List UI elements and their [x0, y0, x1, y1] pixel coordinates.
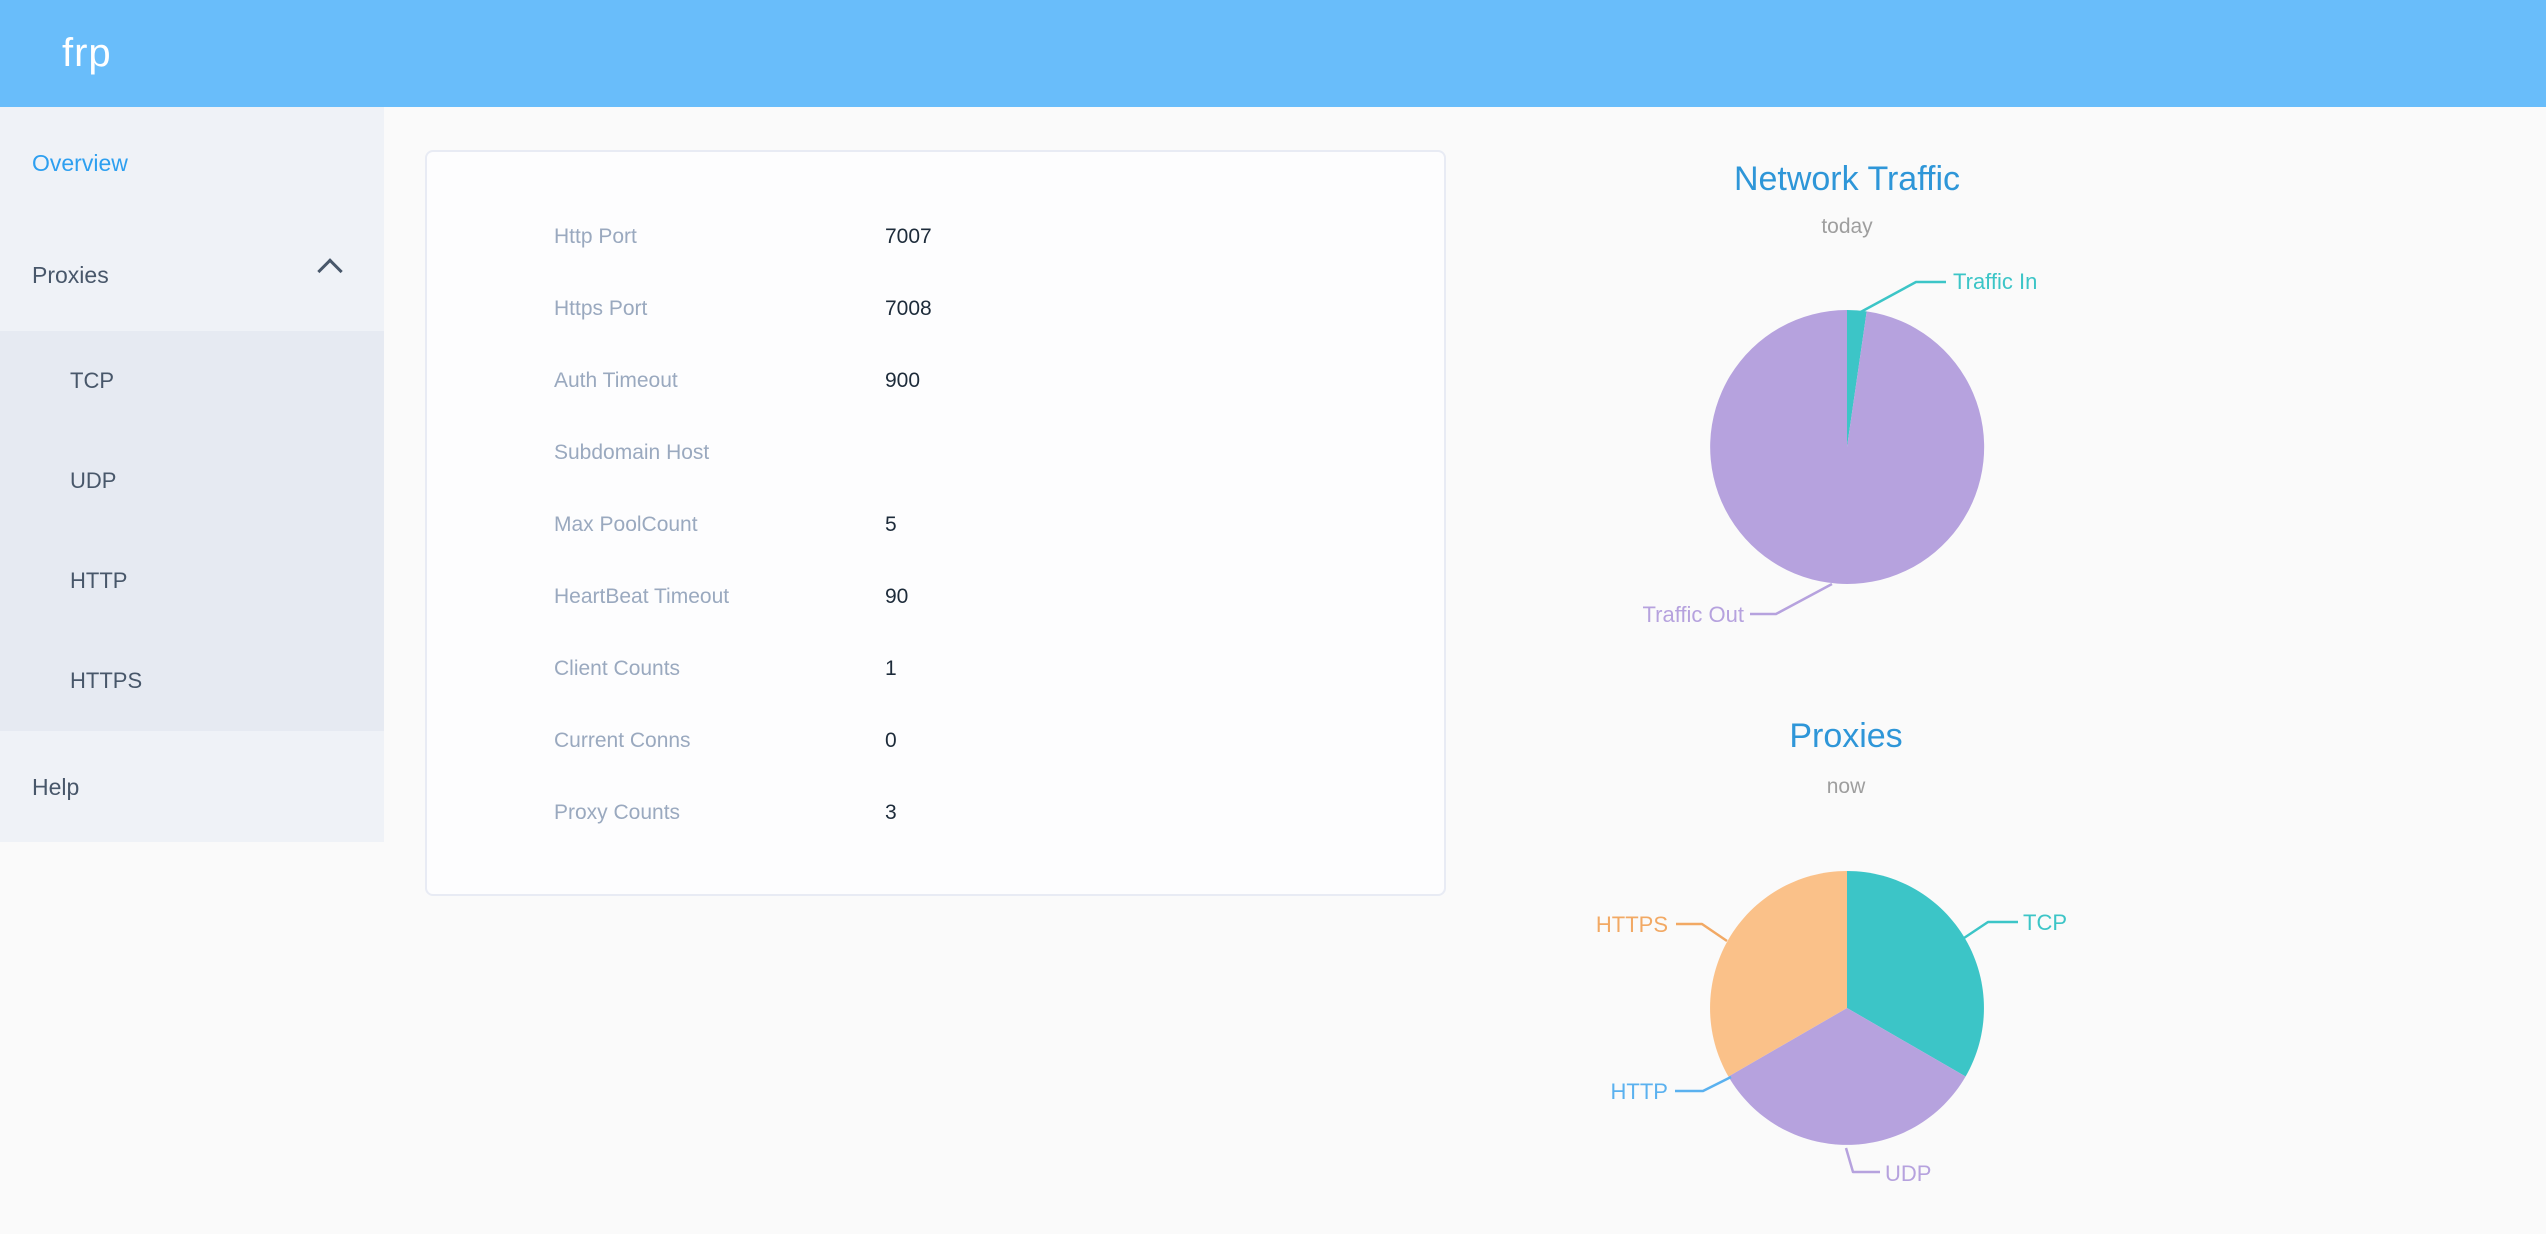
config-label: Https Port — [554, 297, 648, 320]
https-leader-line — [1676, 922, 1728, 943]
sidebar-item-proxies-label: Proxies — [32, 261, 109, 288]
udp-label: UDP — [1885, 1161, 1931, 1186]
network-traffic-subtitle: today — [1821, 215, 1873, 238]
pie-slice-udp — [1728, 1008, 1966, 1145]
sidebar-item-overview-label: Overview — [32, 149, 128, 176]
http-leader-line — [1675, 1075, 1732, 1093]
config-label: Proxy Counts — [554, 801, 681, 824]
config-value: 7008 — [885, 297, 932, 320]
sidebar-item-help[interactable]: Help — [0, 731, 384, 843]
config-value: 900 — [885, 369, 921, 392]
config-row-http-port: Http Port 7007 — [427, 201, 1444, 273]
proxies-title: Proxies — [1789, 717, 1902, 755]
app-logo: frp — [62, 31, 112, 75]
traffic-out-leader-line — [1750, 582, 1833, 616]
https-label: HTTPS — [1596, 912, 1668, 937]
proxies-submenu: TCP UDP HTTP HTTPS — [0, 331, 384, 731]
sidebar: Overview Proxies TCP UDP HTTP HTTPS Help — [0, 107, 384, 842]
config-row-subdomain-host: Subdomain Host — [427, 417, 1444, 489]
traffic-out-label: Traffic Out — [1643, 602, 1744, 627]
config-row-https-port: Https Port 7008 — [427, 273, 1444, 345]
sidebar-item-tcp-label: TCP — [70, 368, 114, 393]
traffic-in-leader-line — [1856, 280, 1946, 316]
config-value: 5 — [885, 513, 897, 536]
sidebar-item-tcp[interactable]: TCP — [0, 331, 384, 431]
config-row-client-counts: Client Counts 1 — [427, 633, 1444, 705]
config-row-max-poolcount: Max PoolCount 5 — [427, 489, 1444, 561]
pie-slice-https — [1710, 871, 1847, 1077]
sidebar-item-udp-label: UDP — [70, 468, 117, 493]
sidebar-item-proxies[interactable]: Proxies — [0, 219, 384, 331]
app-header: frp — [0, 0, 2546, 107]
sidebar-item-overview[interactable]: Overview — [0, 107, 384, 219]
config-row-current-conns: Current Conns 0 — [427, 705, 1444, 777]
config-label: Current Conns — [554, 729, 691, 752]
sidebar-item-udp[interactable]: UDP — [0, 431, 384, 531]
network-traffic-pie — [1710, 309, 1985, 584]
sidebar-item-https-label: HTTPS — [70, 668, 143, 693]
config-label: HeartBeat Timeout — [554, 585, 730, 608]
pie-slice-traffic-out — [1710, 310, 1985, 584]
pie-slice-tcp — [1847, 871, 1984, 1077]
config-label: Http Port — [554, 225, 637, 248]
config-value: 1 — [885, 657, 897, 680]
traffic-in-label: Traffic In — [1953, 269, 2037, 294]
pie-slice-traffic-in — [1847, 309, 1867, 447]
charts-panel: Network Traffic today Traffic In Traffic… — [1596, 160, 2067, 1186]
sidebar-item-https[interactable]: HTTPS — [0, 631, 384, 731]
config-row-heartbeat-timeout: HeartBeat Timeout 90 — [427, 561, 1444, 633]
chevron-up-icon — [317, 258, 343, 284]
proxies-pie — [1710, 871, 1984, 1145]
config-label: Client Counts — [554, 657, 681, 680]
server-config-card: Http Port 7007 Https Port 7008 Auth Time… — [425, 150, 1446, 896]
sidebar-item-help-label: Help — [32, 773, 80, 800]
config-row-proxy-counts: Proxy Counts 3 — [427, 777, 1444, 849]
config-value: 3 — [885, 801, 897, 824]
http-label: HTTP — [1611, 1079, 1668, 1104]
config-label: Auth Timeout — [554, 369, 678, 392]
sidebar-item-http[interactable]: HTTP — [0, 531, 384, 631]
config-value: 7007 — [885, 225, 932, 248]
config-label: Subdomain Host — [554, 441, 710, 464]
tcp-label: TCP — [2023, 910, 2067, 935]
udp-leader-line — [1844, 1147, 1880, 1174]
sidebar-item-http-label: HTTP — [70, 568, 128, 593]
config-value: 90 — [885, 585, 909, 608]
proxies-subtitle: now — [1827, 775, 1866, 798]
config-value: 0 — [885, 729, 897, 752]
network-traffic-title: Network Traffic — [1734, 160, 1960, 198]
config-row-auth-timeout: Auth Timeout 900 — [427, 345, 1444, 417]
config-label: Max PoolCount — [554, 513, 698, 536]
tcp-leader-line — [1963, 920, 2018, 940]
